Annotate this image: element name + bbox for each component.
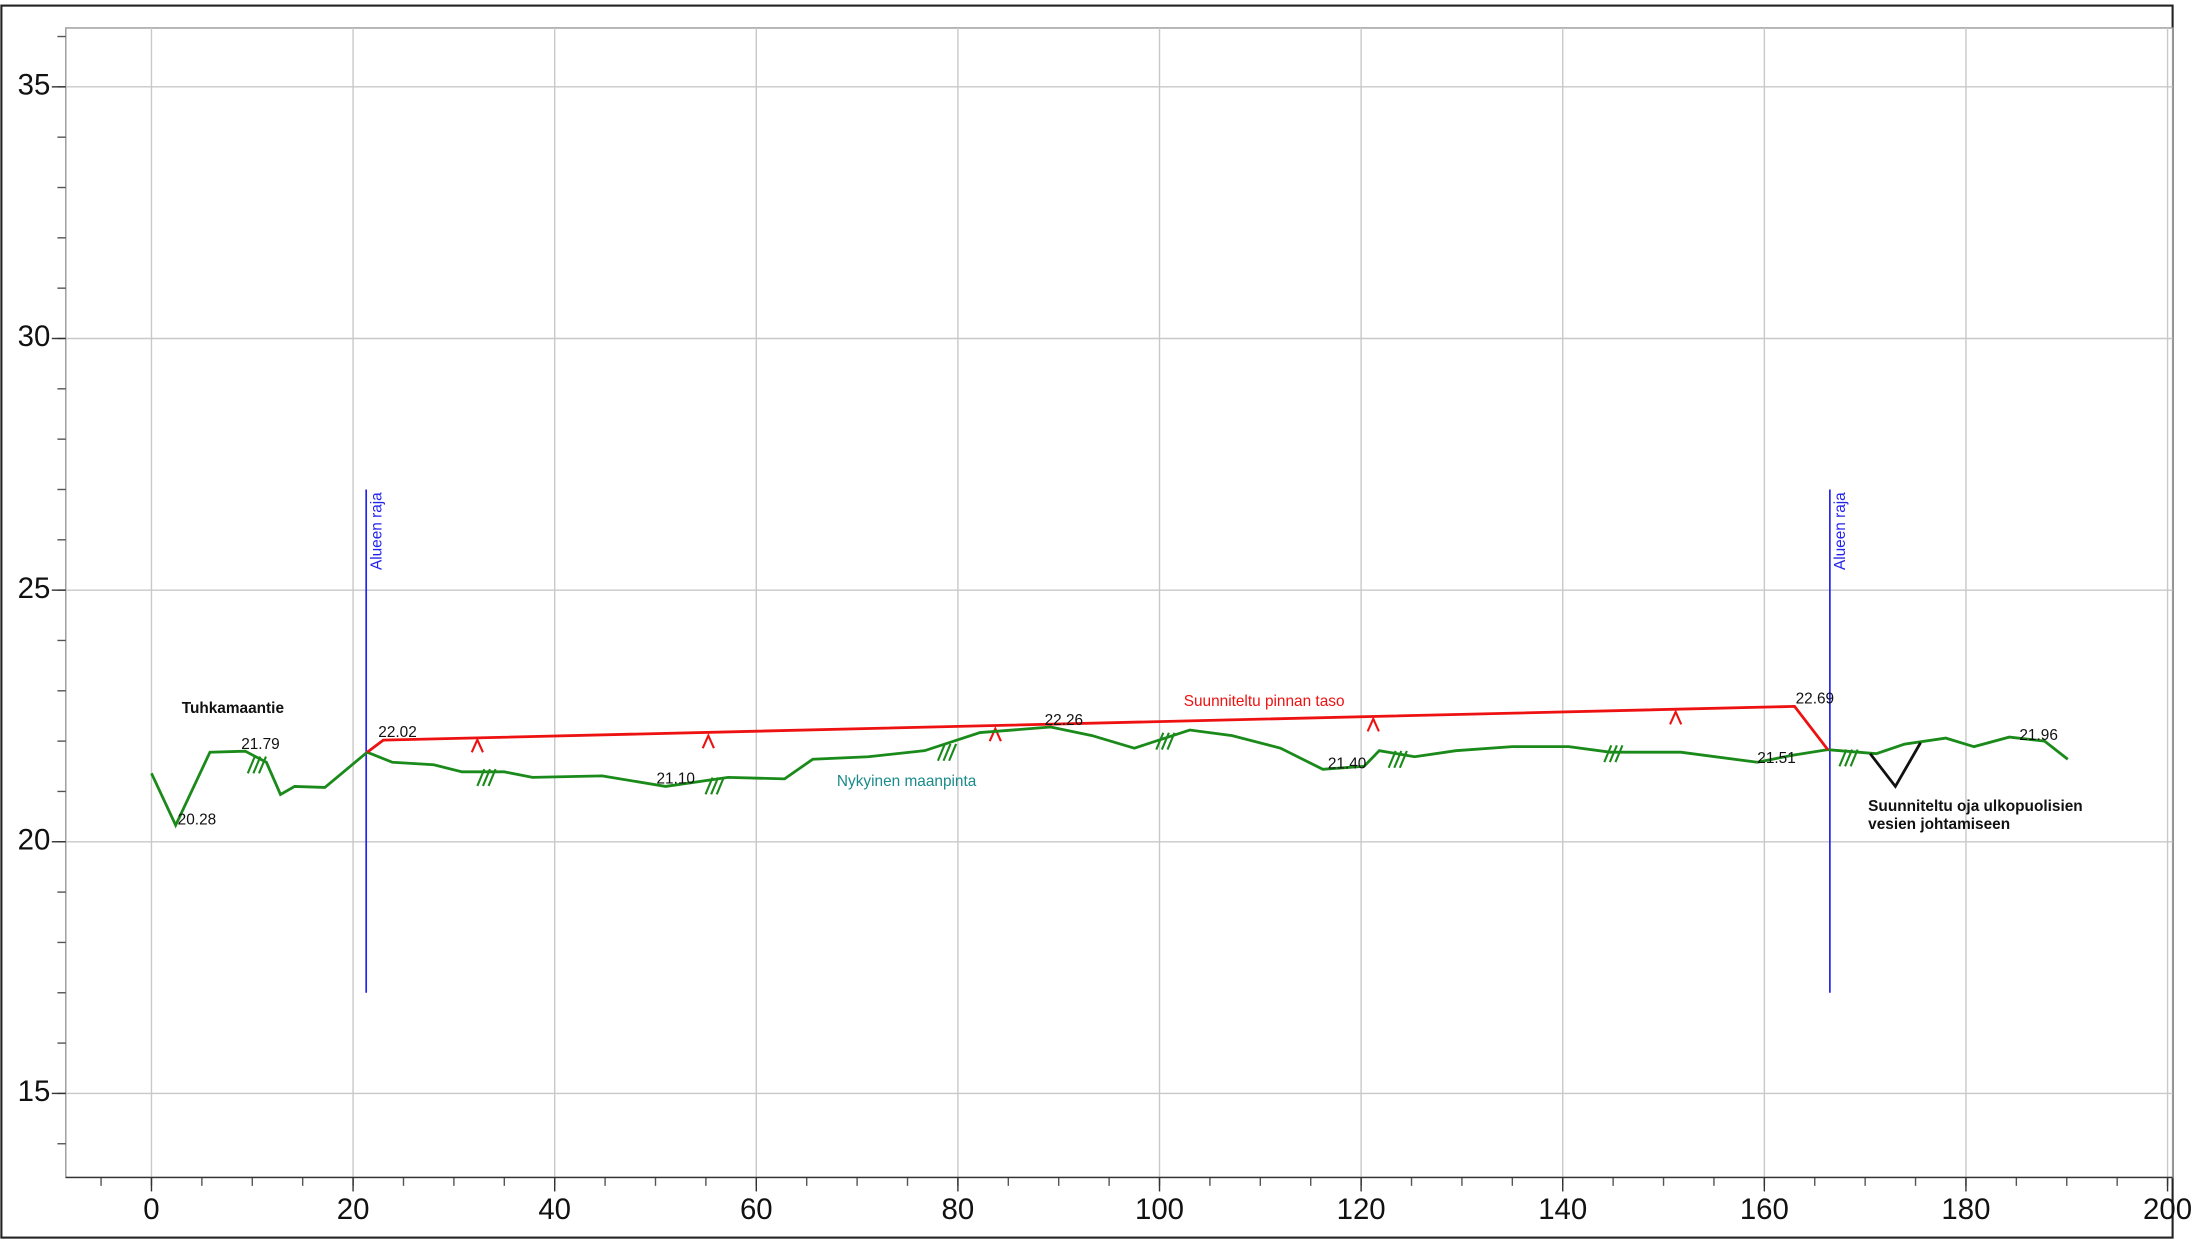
series-line bbox=[1869, 741, 1922, 789]
y-tick-label: 15 bbox=[18, 1075, 51, 1108]
slope-symbol bbox=[936, 743, 958, 762]
x-tick-label: 200 bbox=[2143, 1193, 2192, 1226]
annotation: Suunniteltu oja ulkopuolisien bbox=[1868, 798, 2083, 815]
elevation-label: 22.02 bbox=[378, 724, 417, 741]
y-tick-label: 30 bbox=[18, 320, 51, 353]
x-tick-label: 0 bbox=[143, 1193, 159, 1226]
annotation: vesien johtamiseen bbox=[1868, 816, 2010, 833]
x-tick-label: 140 bbox=[1538, 1193, 1587, 1226]
slope-symbol bbox=[1603, 744, 1624, 763]
annotation: Nykyinen maanpinta bbox=[837, 773, 977, 790]
elevation-label: 22.69 bbox=[1796, 690, 1835, 707]
slope-arrow bbox=[701, 732, 715, 749]
series-line bbox=[366, 704, 1829, 754]
annotation: Suunniteltu pinnan taso bbox=[1184, 693, 1345, 710]
y-tick-label: 25 bbox=[18, 572, 51, 605]
series-line bbox=[150, 725, 2069, 829]
x-tick-label: 180 bbox=[1941, 1193, 1990, 1226]
elevation-label: 21.40 bbox=[1328, 755, 1367, 772]
boundary-label: Alueen raja bbox=[368, 492, 385, 570]
slope-arrow bbox=[1366, 716, 1380, 732]
y-tick-label: 20 bbox=[18, 824, 51, 857]
boundary-label: Alueen raja bbox=[1832, 492, 1849, 570]
x-tick-label: 20 bbox=[337, 1193, 370, 1226]
x-tick-label: 60 bbox=[740, 1193, 773, 1226]
plot-area bbox=[65, 27, 2174, 1179]
elevation-label: 20.28 bbox=[178, 812, 217, 829]
y-tick-label: 35 bbox=[18, 69, 51, 102]
annotation: Tuhkamaantie bbox=[182, 700, 285, 717]
x-tick-label: 40 bbox=[538, 1193, 571, 1226]
elevation-label: 21.51 bbox=[1757, 750, 1796, 767]
x-tick-label: 80 bbox=[942, 1193, 975, 1226]
slope-arrow bbox=[988, 725, 1002, 742]
x-tick-label: 100 bbox=[1135, 1193, 1184, 1226]
slope-arrow bbox=[470, 737, 484, 753]
elevation-label: 22.26 bbox=[1045, 712, 1084, 729]
elevation-label: 21.79 bbox=[241, 736, 280, 753]
elevation-label: 21.96 bbox=[2019, 727, 2058, 744]
x-tick-label: 120 bbox=[1337, 1193, 1386, 1226]
slope-arrow bbox=[1669, 709, 1683, 725]
elevation-label: 21.10 bbox=[657, 770, 696, 787]
x-tick-label: 160 bbox=[1740, 1193, 1789, 1226]
